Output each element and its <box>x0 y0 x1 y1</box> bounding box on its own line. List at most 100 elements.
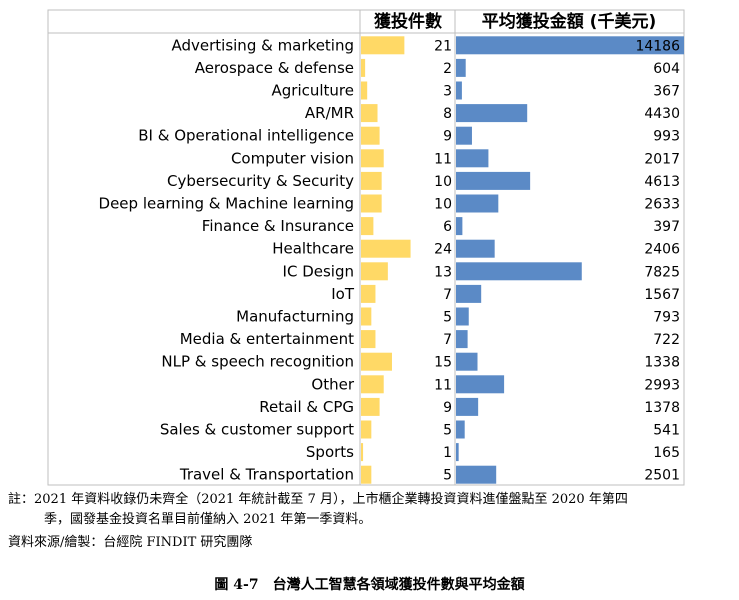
amount-bar <box>456 58 466 77</box>
figure-caption: 圖 4-7 台灣人工智慧各領域獲投件數與平均金額 <box>214 577 525 593</box>
amount-value-label: 2406 <box>644 242 680 258</box>
category-label: IoT <box>331 285 355 303</box>
amount-bar <box>456 36 684 55</box>
count-bar <box>361 420 372 439</box>
category-label: Other <box>311 375 354 393</box>
chart-rows: Advertising & marketing 21 14186Aerospace … <box>99 36 684 484</box>
count-value-label: 15 <box>434 355 452 371</box>
category-label: Cybersecurity & Security <box>167 172 354 190</box>
amount-value-label: 993 <box>653 129 680 145</box>
count-bar <box>361 126 380 145</box>
count-value-label: 10 <box>434 174 452 190</box>
amount-bar <box>456 149 489 168</box>
count-bar <box>361 262 388 281</box>
amount-value-label: 1378 <box>644 400 680 416</box>
amount-bar <box>456 375 505 394</box>
amount-bar <box>456 443 459 462</box>
count-value-label: 9 <box>443 129 452 145</box>
amount-value-label: 541 <box>653 423 680 439</box>
count-bar <box>361 194 382 213</box>
amount-bar <box>456 81 462 100</box>
count-bar <box>361 352 392 371</box>
category-label: Sports <box>306 443 354 461</box>
count-value-label: 5 <box>443 310 452 326</box>
count-bar <box>361 217 374 236</box>
amount-series-header: 平均獲投金額 (千美元) <box>482 11 656 32</box>
count-bar <box>361 36 405 55</box>
amount-bar <box>456 397 479 416</box>
amount-bar <box>456 420 465 439</box>
amount-value-label: 397 <box>653 219 680 235</box>
count-value-label: 10 <box>434 197 452 213</box>
count-value-label: 21 <box>434 38 452 54</box>
count-value-label: 13 <box>434 264 452 280</box>
category-label: Computer vision <box>231 149 354 167</box>
amount-value-label: 1567 <box>644 287 680 303</box>
count-bar <box>361 171 382 190</box>
amount-value-label: 367 <box>653 84 680 100</box>
amount-value-label: 1338 <box>644 355 680 371</box>
amount-bar <box>456 307 469 326</box>
category-label: Deep learning & Machine learning <box>99 195 354 213</box>
count-value-label: 1 <box>443 445 452 461</box>
category-label: Media & entertainment <box>180 330 354 348</box>
amount-value-label: 2501 <box>644 468 680 484</box>
category-label: AR/MR <box>305 104 354 122</box>
count-value-label: 8 <box>443 106 452 122</box>
amount-bar <box>456 262 582 281</box>
amount-bar <box>456 465 497 484</box>
amount-value-label: 14186 <box>635 38 680 54</box>
category-label: Agriculture <box>272 82 355 100</box>
count-bar <box>361 104 378 123</box>
count-value-label: 24 <box>434 242 452 258</box>
note-line-2: 季，國發基金投資名單目前僅納入 2021 年第一季資料。 <box>44 512 372 527</box>
count-value-label: 5 <box>443 468 452 484</box>
category-label: BI & Operational intelligence <box>138 127 354 145</box>
category-label: Retail & CPG <box>259 398 354 416</box>
category-label: Sales & customer support <box>160 421 354 439</box>
count-bar <box>361 443 364 462</box>
note-line-1: 註：2021 年資料收錄仍未齊全（2021 年統計截至 7 月），上市櫃企業轉投… <box>8 492 628 507</box>
amount-value-label: 722 <box>653 332 680 348</box>
category-label: Healthcare <box>272 240 354 258</box>
count-value-label: 6 <box>443 219 452 235</box>
category-label: Manufacturning <box>236 308 354 326</box>
count-value-label: 2 <box>443 61 452 77</box>
amount-value-label: 4430 <box>644 106 680 122</box>
count-value-label: 7 <box>443 332 452 348</box>
amount-bar <box>456 352 478 371</box>
category-label: NLP & speech recognition <box>161 353 354 371</box>
count-value-label: 9 <box>443 400 452 416</box>
amount-bar <box>456 330 468 349</box>
amount-value-label: 165 <box>653 445 680 461</box>
count-bar <box>361 81 368 100</box>
amount-bar <box>456 217 463 236</box>
count-series-header: 獲投件數 <box>374 11 442 32</box>
amount-value-label: 2633 <box>644 197 680 213</box>
count-bar <box>361 397 380 416</box>
amount-value-label: 7825 <box>644 264 680 280</box>
amount-value-label: 793 <box>653 310 680 326</box>
amount-value-label: 2993 <box>644 377 680 393</box>
category-label: Travel & Transportation <box>179 466 354 484</box>
count-bar <box>361 149 384 168</box>
count-value-label: 11 <box>434 377 452 393</box>
amount-bar <box>456 171 531 190</box>
category-label: Aerospace & defense <box>195 59 354 77</box>
amount-bar <box>456 104 528 123</box>
count-bar <box>361 239 411 258</box>
source-note: 資料來源/繪製：台經院 FINDIT 研究團隊 <box>8 535 253 550</box>
count-value-label: 7 <box>443 287 452 303</box>
count-bar <box>361 284 376 303</box>
count-value-label: 3 <box>443 84 452 100</box>
count-bar <box>361 375 384 394</box>
amount-value-label: 4613 <box>644 174 680 190</box>
count-bar <box>361 465 372 484</box>
amount-bar <box>456 239 495 258</box>
category-label: IC Design <box>283 262 354 280</box>
amount-bar <box>456 284 482 303</box>
amount-value-label: 2017 <box>644 151 680 167</box>
amount-bar <box>456 194 499 213</box>
category-label: Finance & Insurance <box>202 217 354 235</box>
count-bar <box>361 330 376 349</box>
